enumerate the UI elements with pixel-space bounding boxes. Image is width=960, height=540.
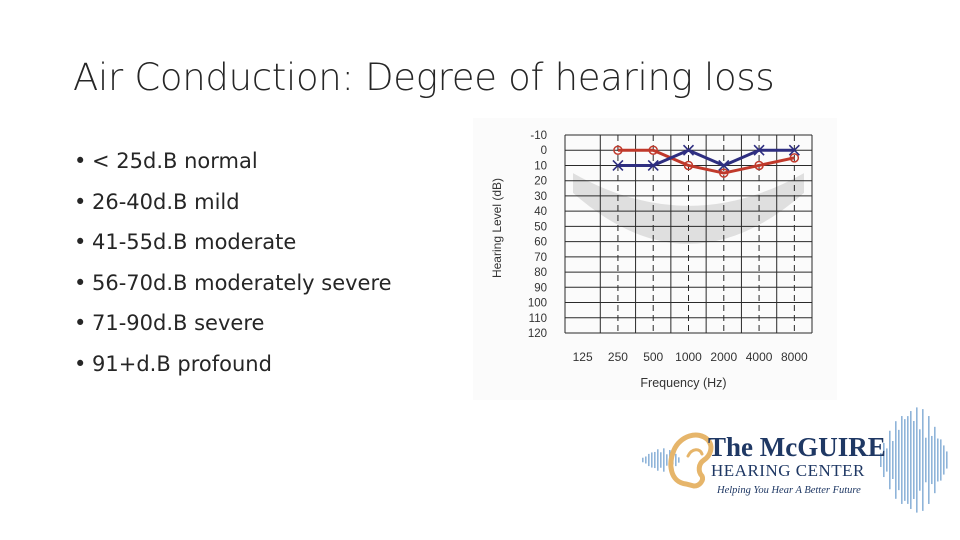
bullet-text: < 25d.B normal <box>92 149 258 173</box>
wave-bar <box>645 456 647 464</box>
y-tick-label: 120 <box>528 328 547 340</box>
wave-bar <box>925 437 927 483</box>
y-tick-label: 90 <box>534 282 547 294</box>
bullet-list: • < 25d.B normal • 26-40d.B mild • 41-55d.B… <box>74 145 392 388</box>
ear-icon <box>668 432 714 489</box>
y-tick-label: 60 <box>534 237 547 249</box>
bullet-item: • 71-90d.B severe <box>74 311 265 335</box>
bullet-text: 41-55d.B moderate <box>92 230 297 254</box>
data-point-x <box>647 159 659 172</box>
x-axis-label: Frequency (Hz) <box>640 376 726 390</box>
bullet-item: • 41-55d.B moderate <box>74 230 297 254</box>
y-tick-label: 70 <box>534 252 547 264</box>
y-tick-label: 80 <box>534 267 547 279</box>
data-point-x <box>788 144 800 156</box>
wave-bar <box>922 409 924 511</box>
wave-bar <box>657 449 659 471</box>
wave-bar <box>901 416 903 504</box>
x-tick-label: 1000 <box>675 350 702 364</box>
x-tick-label: 8000 <box>781 350 808 364</box>
bullet-item: • < 25d.B normal <box>74 149 258 173</box>
y-tick-label: 40 <box>534 206 547 218</box>
y-tick-label: 10 <box>534 160 547 172</box>
wave-bar <box>940 439 942 481</box>
bullet-item: • 91+d.B profound <box>74 351 272 376</box>
y-tick-label: 110 <box>529 313 547 325</box>
wave-bar <box>937 438 939 482</box>
audiogram-chart: -10 0 10 20 30 40 50 60 70 80 90 100 110 120 125 250 500… <box>473 118 837 400</box>
wave-bar <box>904 419 906 501</box>
wave-bar <box>889 430 891 490</box>
wave-bar <box>675 453 677 467</box>
wave-bar <box>913 420 915 500</box>
y-axis-label: Hearing Level (dB) <box>490 178 504 278</box>
wave-bar <box>886 448 888 472</box>
slide-title: Air Conduction: Degree of hearing loss <box>73 56 775 99</box>
data-point-circle <box>613 145 623 155</box>
y-tick-label: 0 <box>541 145 547 157</box>
wave-bar <box>928 416 930 504</box>
wave-bar <box>931 435 933 485</box>
wave-bar <box>642 457 644 463</box>
bullet-item: • 26-40d.B mild <box>74 189 240 214</box>
wave-bar <box>910 411 912 509</box>
logo-line-1: The McGUIRE <box>708 432 886 462</box>
y-tick-label: 50 <box>534 221 547 233</box>
data-point-circle <box>683 160 694 171</box>
wave-bar <box>946 451 948 469</box>
y-tick-label: 20 <box>534 176 547 188</box>
x-tick-label: 250 <box>608 350 628 364</box>
wave-bar <box>648 453 650 467</box>
wave-bar <box>651 452 653 468</box>
wave-bar <box>663 448 665 472</box>
bullet-text: 56-70d.B moderately severe <box>92 270 392 295</box>
series-line <box>617 148 795 167</box>
wave-bar <box>654 451 656 469</box>
wave-bar <box>919 429 921 491</box>
wave-bar <box>907 416 909 504</box>
x-tick-label: 2000 <box>710 350 737 364</box>
y-tick-label: 30 <box>534 191 547 203</box>
wave-bar <box>883 442 885 478</box>
audiogram-svg: -10 0 10 20 30 40 50 60 70 80 90 100 110 120 125 250 500… <box>490 130 813 390</box>
data-point-x <box>682 144 695 156</box>
bullet-text: 91+d.B profound <box>92 351 272 376</box>
data-point-circle <box>789 153 800 163</box>
data-point-circle <box>719 168 729 178</box>
sound-wave-right-icon <box>880 407 948 513</box>
x-tick-label: 4000 <box>746 350 773 364</box>
logo-line-2: HEARING CENTER <box>711 461 865 480</box>
logo-graphic: The McGUIRE HEARING CENTER Helping You H… <box>642 407 948 513</box>
data-point-x <box>718 159 730 172</box>
data-point-circle <box>648 145 658 155</box>
wave-bar <box>895 421 897 499</box>
data-point-x <box>753 144 765 156</box>
wave-bar <box>666 454 668 466</box>
wave-bar <box>898 429 900 491</box>
wave-bar <box>916 407 918 513</box>
y-tick-label: -10 <box>530 130 547 142</box>
data-point-x <box>612 159 624 172</box>
y-tick-label: 100 <box>528 298 547 310</box>
bullet-item: • 56-70d.B moderately severe <box>74 270 392 295</box>
bullet-text: 26-40d.B mild <box>92 189 240 214</box>
wave-bar <box>880 453 882 467</box>
logo-tagline: Helping You Hear A Better Future <box>716 485 861 496</box>
wave-bar <box>943 445 945 475</box>
wave-bar <box>934 426 936 494</box>
x-tick-label: 125 <box>573 350 593 364</box>
bullet-text: 71-90d.B severe <box>92 311 265 335</box>
series-line <box>617 148 795 175</box>
wave-bar <box>678 457 680 463</box>
company-logo: The McGUIRE HEARING CENTER Helping You H… <box>640 398 950 520</box>
wave-bar <box>892 441 894 479</box>
wave-bar <box>660 452 662 468</box>
data-point-circle <box>754 160 764 171</box>
x-tick-label: 500 <box>643 350 663 364</box>
